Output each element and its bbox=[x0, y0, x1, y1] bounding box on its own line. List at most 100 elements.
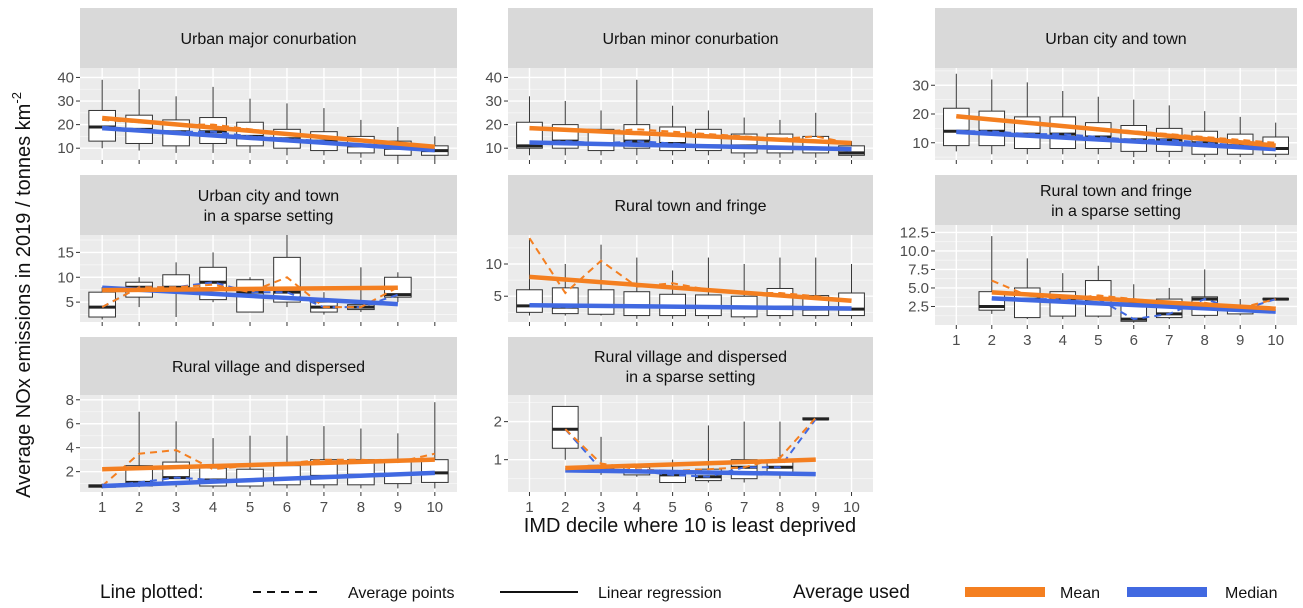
x-tick-label: 10 bbox=[1267, 332, 1284, 349]
facet-title-line: Urban minor conurbation bbox=[602, 31, 778, 48]
facet-title-line: Urban city and town bbox=[1045, 31, 1186, 48]
facet-title-line: in a sparse setting bbox=[204, 208, 334, 225]
facet-strip bbox=[508, 8, 873, 68]
x-tick-label: 4 bbox=[209, 499, 217, 516]
box-iqr bbox=[943, 107, 970, 147]
x-tick-label: 1 bbox=[98, 499, 106, 516]
box-9 bbox=[384, 272, 412, 303]
y-tick-label: 10 bbox=[912, 135, 929, 152]
box-iqr bbox=[273, 256, 301, 303]
facet-strip bbox=[508, 175, 873, 235]
x-tick-label: 5 bbox=[246, 499, 254, 516]
y-axis-title-group: Average NOx emissions in 2019 / tonnes k… bbox=[9, 92, 35, 498]
median-regression-line bbox=[102, 125, 435, 153]
x-axis-title: IMD decile where 10 is least deprived bbox=[524, 515, 856, 537]
facet-strip bbox=[935, 8, 1297, 68]
x-tick-label: 10 bbox=[843, 499, 860, 516]
y-tick-label: 10 bbox=[57, 269, 74, 286]
y-tick-label: 2.5 bbox=[908, 298, 929, 315]
mean-regression-line bbox=[991, 290, 1276, 311]
x-tick-label: 6 bbox=[1130, 332, 1138, 349]
x-tick-label: 5 bbox=[1094, 332, 1102, 349]
y-tick-label: 5 bbox=[494, 288, 502, 305]
mean-regression-line bbox=[101, 115, 436, 150]
facet-title-line: Urban city and town bbox=[198, 188, 339, 205]
y-tick-label: 1 bbox=[494, 452, 502, 469]
median-regression-line bbox=[956, 129, 1276, 152]
box-iqr bbox=[978, 110, 1006, 147]
x-tick-label: 4 bbox=[1059, 332, 1067, 349]
facet-title-line: Rural town and fringe bbox=[1040, 183, 1192, 200]
x-tick-label: 8 bbox=[357, 499, 365, 516]
legend-line-title: Line plotted: bbox=[100, 582, 204, 603]
y-tick-label: 8 bbox=[66, 392, 74, 409]
facet-panel-7: Rural village and dispersed 2 4 6 8 1 2 3 4 5 6 7 8 9… bbox=[66, 337, 457, 516]
x-tick-label: 6 bbox=[283, 499, 291, 516]
y-tick-label: 7.5 bbox=[908, 261, 929, 278]
facet-title: Rural village and dispersed in a sparse s… bbox=[594, 349, 787, 386]
y-tick-label: 40 bbox=[57, 69, 74, 86]
x-tick-label: 4 bbox=[633, 499, 641, 516]
facet-title: Urban city and town in a sparse setting bbox=[198, 188, 339, 225]
facet-strip bbox=[80, 337, 457, 395]
y-tick-label: 2 bbox=[66, 464, 74, 481]
box-1 bbox=[88, 79, 116, 149]
y-tick-label: 20 bbox=[485, 117, 502, 134]
x-tick-label: 9 bbox=[1236, 332, 1244, 349]
x-tick-label: 8 bbox=[1201, 332, 1209, 349]
x-tick-label: 2 bbox=[561, 499, 569, 516]
y-axis-title: Average NOx emissions in 2019 / tonnes k… bbox=[9, 92, 35, 498]
x-tick-label: 2 bbox=[135, 499, 143, 516]
x-tick-label: 8 bbox=[776, 499, 784, 516]
y-tick-label: 10 bbox=[57, 140, 74, 157]
y-tick-label: 12.5 bbox=[900, 224, 929, 241]
facet-panels: Urban major conurbation 10 20 30 40 Urban min… bbox=[57, 8, 1297, 516]
facet-panel-8: Rural village and dispersed in a sparse s… bbox=[494, 337, 873, 516]
median-points-line bbox=[564, 418, 817, 478]
y-tick-label: 15 bbox=[57, 244, 74, 261]
mean-regression-line bbox=[956, 114, 1276, 148]
box-iqr bbox=[587, 289, 615, 315]
x-tick-label: 10 bbox=[426, 499, 443, 516]
facet-panel-2: Urban minor conurbation 10 20 30 40 bbox=[485, 8, 873, 164]
facet-title: Rural town and fringe bbox=[614, 198, 766, 215]
box-2 bbox=[551, 405, 579, 460]
x-tick-label: 1 bbox=[525, 499, 533, 516]
facet-strip bbox=[508, 337, 873, 395]
facet-title-line: in a sparse setting bbox=[626, 369, 756, 386]
facet-title: Rural town and fringe in a sparse setting bbox=[1040, 183, 1192, 220]
mean-regression-line bbox=[529, 125, 852, 146]
y-tick-label: 20 bbox=[912, 106, 929, 123]
facet-panel-4: Urban city and town in a sparse setting 5 1… bbox=[57, 175, 457, 326]
facet-panel-3: Urban city and town 10 20 30 bbox=[912, 8, 1297, 164]
box-6 bbox=[273, 235, 301, 308]
y-tick-label: 10 bbox=[485, 140, 502, 157]
box-iqr bbox=[236, 121, 264, 147]
x-tick-label: 7 bbox=[320, 499, 328, 516]
box-iqr bbox=[273, 465, 301, 486]
median-regression-line bbox=[991, 296, 1276, 314]
y-tick-label: 30 bbox=[57, 93, 74, 110]
facet-strip bbox=[80, 175, 457, 235]
facet-title: Rural village and dispersed bbox=[172, 359, 365, 376]
median-regression-line bbox=[529, 302, 852, 311]
y-tick-label: 30 bbox=[912, 77, 929, 94]
mean-regression-line bbox=[529, 274, 852, 303]
facet-title: Urban major conurbation bbox=[180, 31, 356, 48]
facet-title: Urban city and town bbox=[1045, 31, 1186, 48]
x-tick-label: 1 bbox=[952, 332, 960, 349]
legend-mean-label: Mean bbox=[1060, 585, 1100, 602]
x-tick-label: 7 bbox=[740, 499, 748, 516]
facet-strip bbox=[935, 175, 1297, 225]
x-tick-label: 9 bbox=[812, 499, 820, 516]
legend-median-swatch bbox=[1127, 587, 1207, 597]
y-tick-label: 5.0 bbox=[908, 280, 929, 297]
mean-regression-line bbox=[102, 285, 398, 293]
y-tick-label: 2 bbox=[494, 414, 502, 431]
legend-average-title: Average used bbox=[793, 582, 910, 603]
median-regression-line bbox=[529, 140, 852, 152]
legend-linear-regression-label: Linear regression bbox=[598, 585, 722, 602]
facet-title-line: in a sparse setting bbox=[1051, 203, 1181, 220]
y-tick-label: 10.0 bbox=[900, 243, 929, 260]
